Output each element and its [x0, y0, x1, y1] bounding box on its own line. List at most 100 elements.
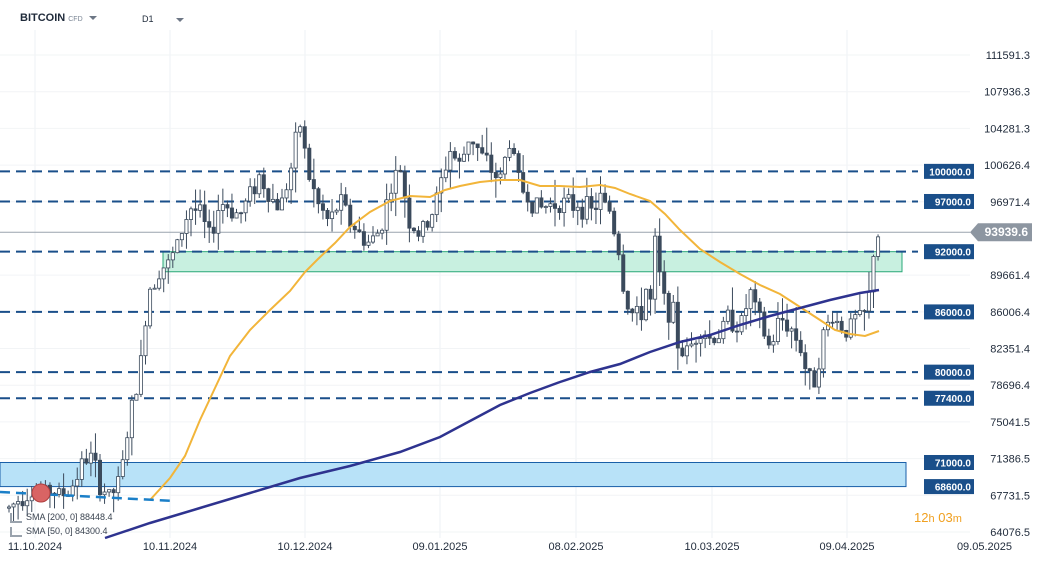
candle-body[interactable] — [289, 167, 294, 191]
candle-body[interactable] — [279, 197, 284, 211]
candle-body[interactable] — [448, 151, 453, 171]
candle-body[interactable] — [725, 309, 730, 322]
candle-body[interactable] — [785, 319, 790, 332]
candle-body[interactable] — [29, 496, 34, 502]
candle-body[interactable] — [102, 491, 107, 496]
candle-body[interactable] — [198, 204, 203, 211]
candle-body[interactable] — [653, 235, 658, 300]
candle-body[interactable] — [821, 329, 826, 370]
candle-body[interactable] — [152, 287, 157, 290]
candle-body[interactable] — [229, 207, 234, 219]
candle-body[interactable] — [234, 212, 239, 219]
candle-body[interactable] — [657, 235, 662, 273]
candle-body[interactable] — [757, 301, 762, 313]
candle-body[interactable] — [407, 197, 412, 229]
candle-body[interactable] — [598, 192, 603, 210]
candle-body[interactable] — [380, 229, 385, 234]
candle-body[interactable] — [220, 204, 225, 211]
candle-body[interactable] — [293, 131, 298, 169]
candle-body[interactable] — [534, 197, 539, 214]
trend-line[interactable] — [0, 490, 176, 503]
candle-body[interactable] — [630, 308, 635, 314]
candle-body[interactable] — [16, 501, 21, 505]
candle-body[interactable] — [393, 169, 398, 194]
candle-body[interactable] — [166, 259, 171, 269]
candle-body[interactable] — [461, 153, 466, 162]
candle-body[interactable] — [398, 169, 403, 173]
candle-body[interactable] — [138, 355, 143, 395]
candle-body[interactable] — [502, 156, 507, 175]
candle-body[interactable] — [25, 500, 30, 507]
candle-body[interactable] — [857, 310, 862, 315]
candle-body[interactable] — [84, 458, 89, 464]
candle-body[interactable] — [79, 458, 84, 480]
candle-body[interactable] — [425, 221, 430, 228]
candle-body[interactable] — [543, 206, 548, 208]
candle-body[interactable] — [557, 207, 562, 213]
candle-body[interactable] — [439, 177, 444, 194]
candle-body[interactable] — [839, 320, 844, 331]
candle-body[interactable] — [475, 143, 480, 149]
candle-body[interactable] — [866, 291, 871, 312]
candle-body[interactable] — [352, 225, 357, 231]
candle-body[interactable] — [575, 206, 580, 211]
candle-body[interactable] — [716, 338, 721, 344]
candle-body[interactable] — [712, 337, 717, 344]
candle-body[interactable] — [789, 328, 794, 332]
support-zone[interactable] — [0, 461, 907, 488]
candle-body[interactable] — [411, 227, 416, 232]
candle-body[interactable] — [516, 153, 521, 173]
candle-body[interactable] — [361, 231, 366, 246]
candle-body[interactable] — [507, 147, 512, 158]
candle-body[interactable] — [20, 501, 25, 507]
candle-body[interactable] — [298, 126, 303, 133]
candle-body[interactable] — [111, 489, 116, 494]
candle-body[interactable] — [566, 194, 571, 199]
candle-body[interactable] — [762, 311, 767, 337]
candle-body[interactable] — [348, 204, 353, 227]
candle-body[interactable] — [593, 207, 598, 210]
candle-body[interactable] — [616, 233, 621, 256]
candle-body[interactable] — [612, 210, 617, 235]
candle-body[interactable] — [766, 335, 771, 346]
candle-body[interactable] — [243, 200, 248, 214]
candle-body[interactable] — [125, 437, 130, 461]
candle-body[interactable] — [161, 267, 166, 280]
candle-body[interactable] — [366, 241, 371, 246]
candle-body[interactable] — [480, 147, 485, 154]
candle-body[interactable] — [148, 288, 153, 327]
candle-body[interactable] — [853, 314, 858, 320]
candle-body[interactable] — [129, 399, 134, 439]
candle-body[interactable] — [603, 192, 608, 203]
candle-body[interactable] — [179, 233, 184, 241]
candle-body[interactable] — [798, 339, 803, 354]
candle-body[interactable] — [780, 317, 785, 321]
timeframe-dropdown-icon[interactable] — [175, 17, 184, 22]
candle-body[interactable] — [539, 197, 544, 208]
candle-body[interactable] — [184, 219, 189, 234]
candle-body[interactable] — [771, 341, 776, 346]
candle-body[interactable] — [343, 194, 348, 206]
candle-body[interactable] — [252, 186, 257, 195]
candle-body[interactable] — [216, 210, 221, 234]
candle-body[interactable] — [753, 289, 758, 303]
candle-body[interactable] — [666, 292, 671, 323]
candle-body[interactable] — [430, 214, 435, 228]
candle-body[interactable] — [98, 459, 103, 496]
candle-body[interactable] — [694, 342, 699, 345]
candle-body[interactable] — [443, 169, 448, 179]
candle-body[interactable] — [157, 278, 162, 289]
candle-body[interactable] — [434, 192, 439, 216]
candle-body[interactable] — [648, 288, 653, 300]
candle-body[interactable] — [207, 221, 212, 228]
candle-body[interactable] — [330, 211, 335, 220]
candle-body[interactable] — [389, 192, 394, 201]
candle-body[interactable] — [775, 317, 780, 342]
candle-body[interactable] — [143, 325, 148, 357]
candle-body[interactable] — [275, 198, 280, 211]
candle-body[interactable] — [225, 204, 230, 209]
candle-body[interactable] — [735, 330, 740, 333]
candle-body[interactable] — [261, 174, 266, 190]
candle-body[interactable] — [334, 209, 339, 213]
candle-body[interactable] — [530, 201, 535, 214]
